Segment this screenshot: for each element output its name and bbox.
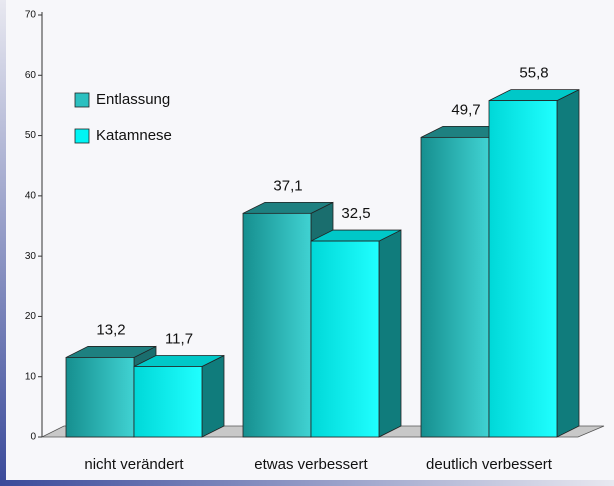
bar-side [378,229,402,438]
y-tick-label: 70 [25,10,37,21]
bar [488,100,558,438]
bar [65,357,135,438]
bar [133,366,203,438]
bar [310,240,380,438]
x-tick-label: nicht verändert [84,456,184,473]
x-tick-label: etwas verbessert [254,456,368,473]
y-tick-label: 40 [25,190,37,201]
x-tick-label: deutlich verbessert [426,456,553,473]
value-label: 32,5 [341,205,370,222]
value-label: 11,7 [165,330,193,347]
y-tick-label: 50 [25,130,37,141]
legend-swatch [74,92,90,108]
legend-label: Entlassung [96,91,170,108]
frame-left [0,0,6,486]
y-tick-label: 0 [30,432,36,443]
bar-side [201,354,225,438]
frame-bottom [0,480,614,486]
bar [242,212,312,438]
value-label: 55,8 [519,65,548,82]
y-tick-label: 10 [25,371,37,382]
y-tick-label: 30 [25,251,37,262]
value-label: 37,1 [273,177,302,194]
legend-swatch [74,128,90,144]
legend-label: Katamnese [96,127,172,144]
y-tick-label: 60 [25,70,37,81]
bar [420,136,490,438]
value-label: 13,2 [96,321,125,338]
value-label: 49,7 [451,101,480,118]
bar-side [556,88,580,438]
y-tick-label: 20 [25,311,37,322]
